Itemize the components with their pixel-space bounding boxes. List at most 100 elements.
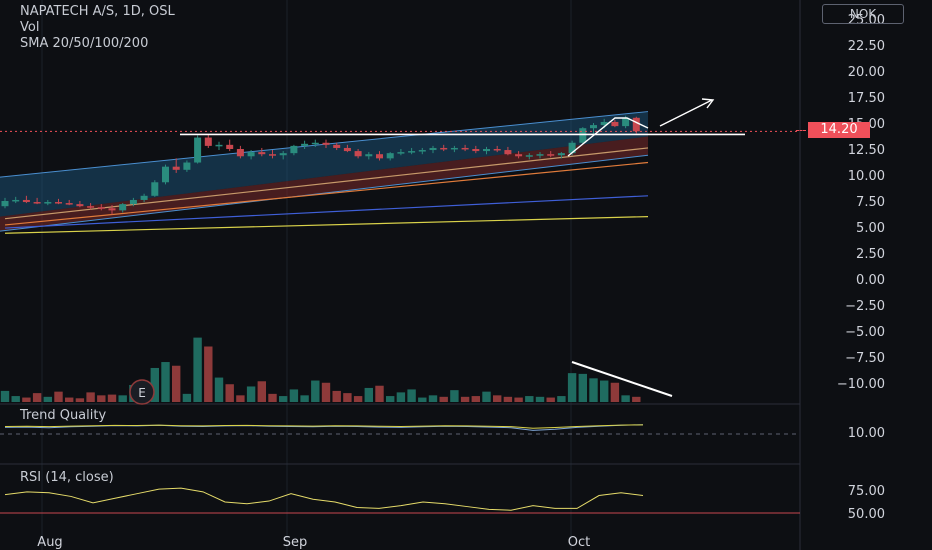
trend-quality-tick-label: 10.00 (848, 426, 885, 441)
volume-bar (193, 337, 202, 402)
candle-body (12, 199, 20, 202)
volume-bar (546, 397, 555, 402)
candle-body (322, 142, 330, 145)
candle-body (418, 150, 426, 152)
volume-bar (407, 389, 416, 402)
volume-legend[interactable]: Vol (20, 20, 40, 35)
price-axis[interactable]: 25.0022.5020.0017.5015.0012.5010.007.505… (837, 13, 885, 522)
rsi-tick-label: 50.00 (848, 507, 885, 522)
volume-bar (236, 395, 245, 402)
volume-bar (632, 396, 641, 402)
volume-bars: E (0, 337, 641, 405)
candle-body (194, 137, 202, 163)
volume-bar (161, 362, 170, 402)
volume-bar (557, 396, 566, 402)
candle-body (162, 166, 169, 183)
price-tick-label: −10.00 (837, 377, 885, 392)
volume-bar (364, 387, 373, 402)
symbol-title[interactable]: NAPATECH A/S, 1D, OSL (20, 4, 175, 19)
candle-body (504, 150, 512, 155)
volume-bar (353, 396, 363, 402)
candle-body (1, 201, 9, 207)
price-tick-label: 17.50 (848, 91, 885, 106)
candle-body (483, 149, 490, 152)
candle-body (76, 204, 84, 207)
candle-body (536, 154, 544, 156)
volume-bar (107, 394, 117, 402)
volume-bar (460, 396, 470, 402)
projection-arrowhead (701, 98, 715, 109)
candle-body (525, 155, 533, 157)
volume-bar (514, 397, 523, 402)
candle-body (129, 199, 137, 205)
candle-body (365, 154, 373, 157)
candle-body (151, 182, 159, 196)
trend-quality-title[interactable]: Trend Quality (20, 408, 107, 423)
candle-body (44, 202, 52, 204)
sma-legend[interactable]: SMA 20/50/100/200 (20, 36, 149, 51)
volume-bar (75, 398, 85, 402)
price-tick-label: 12.50 (848, 143, 885, 158)
volume-bar (578, 373, 587, 402)
volume-bar (257, 381, 266, 402)
candle-body (290, 145, 298, 154)
candle-body (440, 147, 448, 150)
candle-body (632, 117, 640, 132)
volume-bar (418, 397, 427, 402)
volume-bar (493, 395, 502, 402)
rsi-title[interactable]: RSI (14, close) (20, 470, 114, 485)
currency-button[interactable]: NOK (822, 4, 904, 24)
grid-lines (0, 0, 801, 550)
candle-body (579, 128, 587, 143)
volume-bar (150, 367, 159, 402)
price-tick-label: −2.50 (845, 299, 885, 314)
volume-bar (43, 396, 52, 402)
candle-body (258, 152, 266, 155)
volume-bar (321, 382, 331, 402)
candle-body (408, 151, 416, 153)
volume-bar (268, 393, 277, 402)
volume-bar (535, 396, 545, 402)
volume-bar (0, 390, 10, 402)
earnings-marker (129, 379, 155, 405)
trend-quality-signal-line (4, 424, 644, 429)
candle-body (568, 142, 576, 154)
last-price-label: 14.20 (796, 122, 870, 138)
candle-body (236, 149, 244, 157)
candle-body (279, 153, 287, 156)
price-tick-label: 7.50 (856, 195, 885, 210)
candle-body (119, 204, 127, 211)
time-axis[interactable]: Aug Sep Oct (37, 535, 590, 550)
candle-body (172, 166, 180, 170)
rsi-pane (0, 487, 800, 514)
volume-bar (11, 396, 20, 402)
candle-body (108, 208, 116, 211)
candle-body (301, 143, 309, 146)
volume-divergence-line (571, 361, 673, 397)
price-tick-label: −5.00 (845, 325, 885, 340)
volume-bar (589, 378, 598, 402)
sma-200-line (4, 216, 649, 234)
volume-bar (375, 385, 384, 402)
candle-body (611, 121, 619, 127)
earnings-marker-label: E (138, 386, 146, 400)
last-price-value: 14.20 (820, 122, 858, 137)
candle-body (376, 154, 383, 159)
price-tick-label: 10.00 (848, 169, 885, 184)
volume-bar (22, 397, 31, 402)
volume-bar (246, 386, 256, 402)
candle-body (55, 202, 62, 204)
candle-body (140, 195, 148, 200)
price-tick-label: 2.50 (856, 247, 885, 262)
volume-bar (610, 382, 620, 402)
candle-body (386, 153, 394, 159)
volume-bar (32, 393, 42, 402)
volume-bar (503, 396, 513, 402)
candle-body (65, 203, 73, 205)
volume-bar (482, 391, 491, 402)
candle-body (343, 147, 351, 152)
time-tick-label: Oct (568, 535, 590, 550)
price-tick-label: 22.50 (848, 39, 885, 54)
volume-bar (225, 384, 234, 402)
